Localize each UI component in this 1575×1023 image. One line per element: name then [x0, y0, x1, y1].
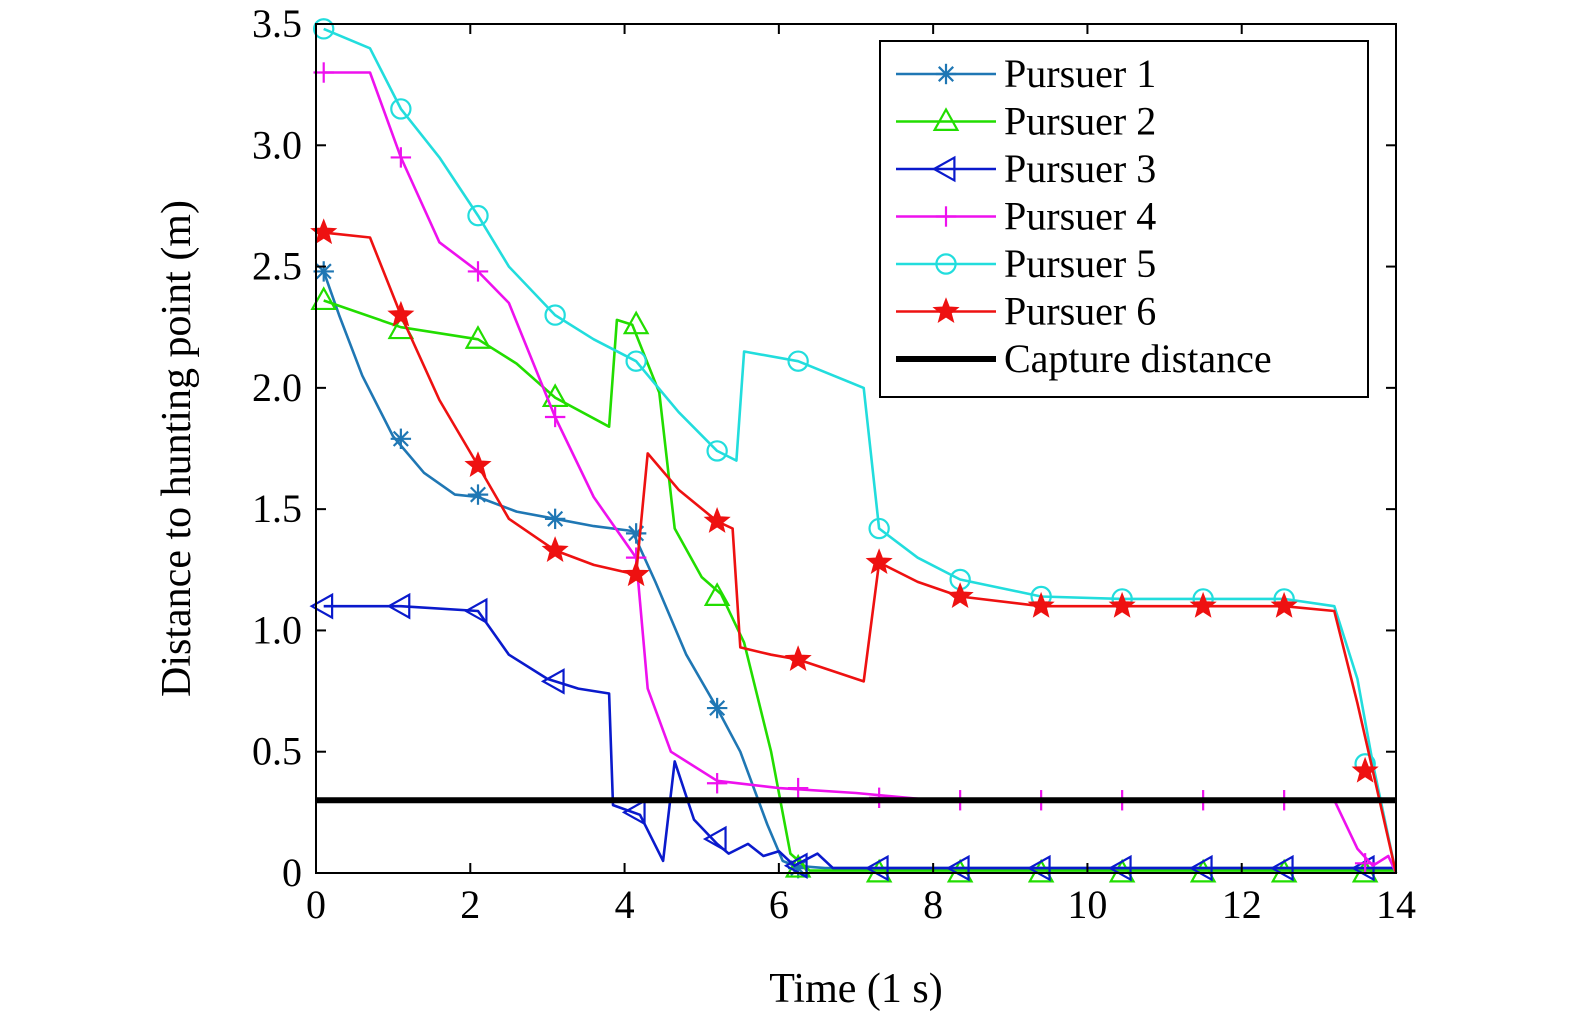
data-point [467, 484, 489, 505]
y-tick-label: 0.5 [252, 729, 302, 774]
y-tick-label: 2.5 [252, 244, 302, 289]
legend-label: Capture distance [1004, 336, 1272, 381]
data-point [935, 63, 957, 85]
data-point [702, 825, 727, 853]
x-tick-label: 14 [1376, 882, 1416, 927]
data-point [932, 107, 960, 131]
data-point [625, 350, 647, 372]
data-point [706, 773, 728, 794]
data-point [1189, 591, 1217, 618]
legend-label: Pursuer 6 [1004, 289, 1156, 334]
data-point [621, 799, 646, 826]
y-tick-label: 3.5 [252, 1, 302, 46]
legend-item: Capture distance [896, 336, 1272, 381]
data-point [313, 18, 335, 40]
data-point [540, 668, 565, 695]
data-point [544, 508, 566, 530]
data-point [625, 523, 647, 544]
data-point [386, 592, 411, 620]
data-point [706, 440, 728, 462]
data-point [387, 300, 415, 327]
y-tick-label: 3.0 [252, 122, 302, 167]
data-point [946, 582, 974, 609]
data-point [935, 253, 957, 275]
legend-label: Pursuer 5 [1004, 241, 1156, 286]
data-point [931, 155, 956, 183]
legend-item: Pursuer 4 [896, 194, 1156, 239]
series-line-pursuer-4 [323, 71, 1398, 874]
data-point [541, 536, 569, 562]
data-point [932, 297, 960, 324]
y-axis-label: Distance to hunting point (m) [154, 200, 200, 697]
series-pursuer-2 [310, 286, 1396, 883]
x-axis-label: Time (1 s) [769, 966, 942, 1012]
data-point [463, 597, 488, 625]
y-tick-label: 1.5 [252, 486, 302, 531]
data-point [464, 451, 492, 478]
data-point [1354, 853, 1376, 874]
data-point [310, 218, 338, 245]
data-point [390, 98, 412, 120]
data-point [390, 147, 412, 168]
legend-item: Pursuer 3 [896, 146, 1156, 191]
x-tick-label: 10 [1067, 882, 1107, 927]
data-point [622, 310, 650, 335]
legend-item: Pursuer 2 [896, 99, 1156, 144]
series-layer [309, 18, 1398, 883]
data-point [784, 645, 812, 672]
y-tick-label: 0 [282, 850, 302, 895]
series-pursuer-3 [309, 592, 1396, 882]
data-point [622, 560, 650, 587]
data-point [541, 383, 569, 408]
data-point [706, 697, 728, 719]
series-line-pursuer-3 [323, 604, 1396, 870]
series-line-pursuer-2 [323, 299, 1396, 872]
y-tick-label: 1.0 [252, 607, 302, 652]
data-point [464, 325, 492, 349]
data-point [467, 204, 489, 227]
x-tick-label: 0 [306, 882, 326, 927]
legend-label: Pursuer 1 [1004, 51, 1156, 96]
data-point [467, 261, 489, 282]
data-point [310, 286, 337, 311]
series-pursuer-6 [310, 218, 1398, 874]
data-point [1027, 591, 1055, 618]
legend-label: Pursuer 4 [1004, 194, 1156, 239]
data-point [703, 507, 731, 533]
data-point [865, 548, 893, 575]
x-tick-label: 4 [615, 882, 635, 927]
legend-label: Pursuer 3 [1004, 146, 1156, 191]
legend-item: Pursuer 5 [896, 241, 1156, 286]
data-point [935, 206, 957, 227]
legend-box [879, 40, 1369, 398]
data-point [783, 852, 808, 879]
plot-frame [315, 23, 1397, 874]
data-point [544, 406, 566, 428]
ticks-layer: 0 2 4 6 8 10 12 14 0 0.5 1.0 1.5 2.0 2.5 3.0 3.5 [252, 1, 1416, 927]
data-point [544, 304, 566, 326]
x-tick-label: 12 [1222, 882, 1262, 927]
legend-label: Pursuer 2 [1004, 99, 1156, 144]
data-point [1270, 591, 1298, 618]
data-point [309, 592, 334, 620]
legend-item: Pursuer 6 [896, 289, 1156, 334]
data-point [1108, 591, 1136, 618]
data-point [390, 428, 412, 449]
data-point [787, 350, 809, 372]
data-point [703, 582, 731, 606]
x-tick-label: 8 [923, 882, 943, 927]
data-point [1351, 756, 1379, 783]
x-tick-label: 2 [460, 882, 480, 927]
series-pursuer-5 [313, 18, 1398, 874]
legend-item: Pursuer 1 [896, 51, 1156, 96]
series-line-pursuer-6 [323, 231, 1398, 874]
data-point [868, 517, 890, 540]
y-tick-label: 2.0 [252, 365, 302, 410]
data-point [787, 777, 809, 799]
x-tick-label: 6 [769, 882, 789, 927]
data-point [784, 853, 812, 878]
